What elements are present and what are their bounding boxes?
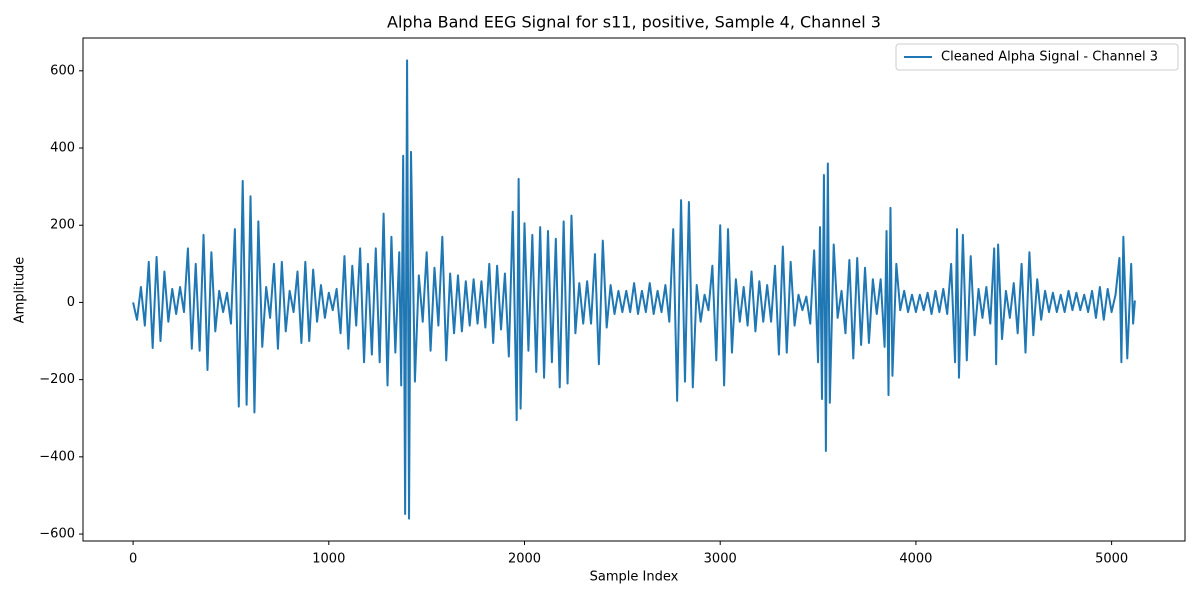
- x-axis-label: Sample Index: [590, 570, 679, 585]
- y-tick-label: 200: [50, 218, 75, 233]
- legend-label: Cleaned Alpha Signal - Channel 3: [941, 50, 1158, 65]
- y-axis-label: Amplitude: [13, 257, 28, 324]
- chart-title: Alpha Band EEG Signal for s11, positive,…: [387, 13, 881, 32]
- data-line: [132, 59, 1136, 520]
- y-tick-label: −200: [39, 372, 75, 387]
- y-tick-label: 600: [50, 63, 75, 78]
- legend-box: [895, 43, 1179, 71]
- x-tick-label: 0: [129, 552, 137, 567]
- x-tick-label: 2000: [508, 552, 541, 567]
- y-tick-label: 0: [67, 295, 75, 310]
- y-tick-label: −400: [39, 449, 75, 464]
- x-tick-label: 1000: [312, 552, 345, 567]
- y-tick-label: −600: [39, 527, 75, 542]
- legend: Cleaned Alpha Signal - Channel 3: [895, 43, 1179, 71]
- x-tick-label: 3000: [704, 552, 737, 567]
- x-tick-label: 4000: [899, 552, 932, 567]
- x-tick-label: 5000: [1095, 552, 1128, 567]
- plot-frame: [82, 37, 1186, 542]
- y-tick-label: 400: [50, 141, 75, 156]
